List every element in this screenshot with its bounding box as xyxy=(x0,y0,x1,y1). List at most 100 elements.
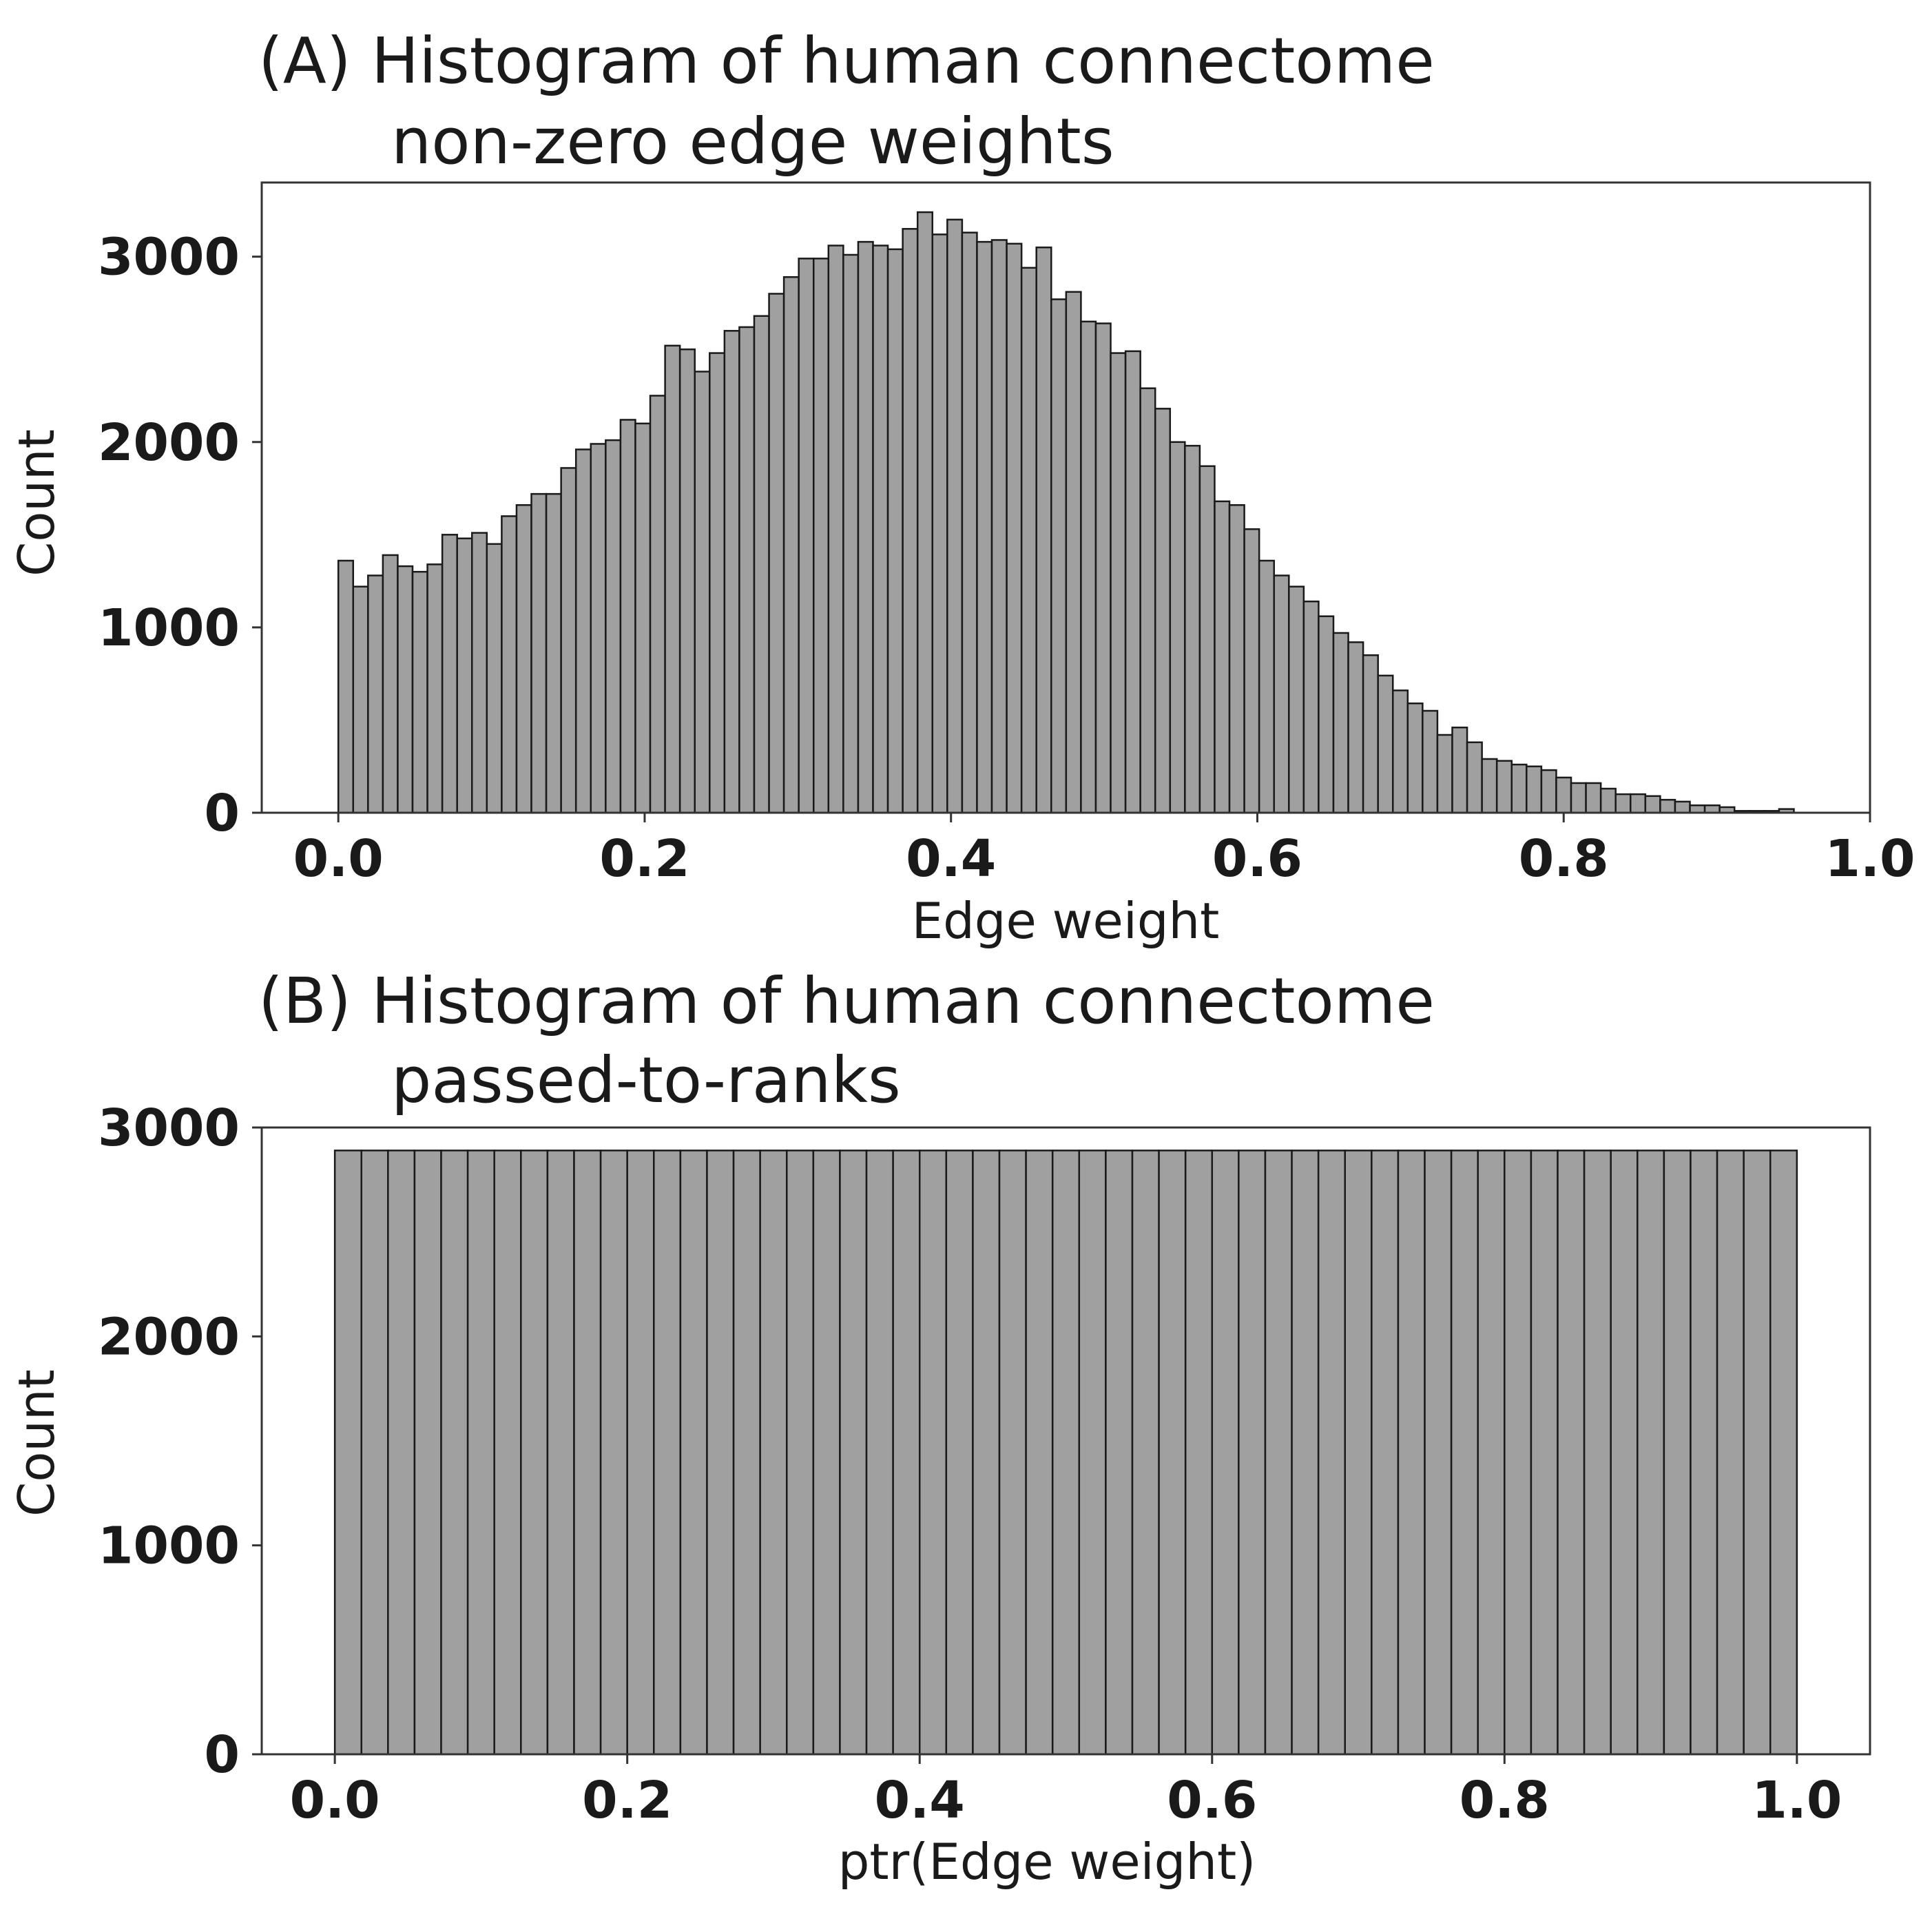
panel-a-y-tick-label: 1000 xyxy=(98,599,240,658)
panel-a-bar xyxy=(1422,709,1439,814)
panel-a-bar xyxy=(1228,504,1245,814)
panel-a-bars xyxy=(337,211,1795,814)
panel-a-bar xyxy=(1391,689,1409,814)
panel-b-bar xyxy=(892,1150,921,1756)
panel-a-bar xyxy=(1674,800,1691,814)
panel-a-bar xyxy=(1703,804,1721,814)
panel-a-bar xyxy=(1288,585,1305,814)
panel-a-bar xyxy=(1302,600,1320,814)
panel-b-bar xyxy=(1504,1150,1533,1756)
panel-a-plot-frame xyxy=(260,181,1871,814)
panel-a-bar xyxy=(1347,641,1364,814)
panel-b-bar xyxy=(626,1150,655,1756)
panel-b-bar xyxy=(732,1150,761,1756)
panel-a-bar xyxy=(1614,793,1632,814)
panel-a-bar xyxy=(1198,465,1216,814)
panel-a-y-tick-label: 2000 xyxy=(98,413,240,472)
panel-a-bar xyxy=(1644,795,1661,814)
panel-b-x-tick-label: 1.0 xyxy=(1752,1771,1842,1830)
panel-b-bar xyxy=(1025,1150,1054,1756)
panel-b-bar xyxy=(1238,1150,1267,1756)
panel-a-bar xyxy=(886,248,904,814)
panel-a-bar xyxy=(1139,387,1156,814)
panel-a-bar xyxy=(649,395,666,814)
panel-b-bar xyxy=(1184,1150,1214,1756)
panel-b-bar xyxy=(812,1150,841,1756)
panel-a-bar xyxy=(931,233,948,814)
panel-b-bar xyxy=(1769,1150,1798,1756)
panel-a-bar xyxy=(1689,804,1706,814)
panel-a-bar xyxy=(560,467,577,814)
panel-a-bar xyxy=(1154,408,1172,814)
panel-b-bar xyxy=(1051,1150,1081,1756)
panel-a-bar xyxy=(1169,441,1186,814)
panel-a-bar xyxy=(1124,350,1141,814)
panel-b-bar xyxy=(1397,1150,1426,1756)
panel-a-y-tick-label: 0 xyxy=(205,784,240,843)
panel-a-bar xyxy=(753,315,770,814)
panel-a-x-ticks: 0.0 0.2 0.4 0.6 0.8 1.0 xyxy=(293,813,1915,889)
panel-b-bar xyxy=(1317,1150,1346,1756)
panel-b-bar xyxy=(1158,1150,1187,1756)
panel-a-bar xyxy=(1065,291,1082,814)
panel-b-bar xyxy=(918,1150,948,1756)
panel-b-bar xyxy=(1424,1150,1453,1756)
panel-a-bar xyxy=(382,554,399,814)
panel-b-bar xyxy=(1131,1150,1160,1756)
panel-b-bar xyxy=(1291,1150,1320,1756)
panel-a-bar xyxy=(1555,776,1572,814)
panel-b-bar xyxy=(1583,1150,1612,1756)
panel-a-x-axis-label: Edge weight xyxy=(912,892,1220,950)
panel-a-bar xyxy=(738,326,756,814)
panel-a-bar xyxy=(1035,246,1052,814)
panel-a-bar xyxy=(678,348,696,814)
panel-a-bar xyxy=(946,218,964,814)
panel-b-bar xyxy=(1557,1150,1586,1756)
panel-b-bar xyxy=(706,1150,735,1756)
panel-a-bar xyxy=(798,258,815,814)
panel-a-bar xyxy=(1094,322,1112,814)
panel-b-x-tick-label: 0.6 xyxy=(1167,1771,1257,1830)
panel-b-bar xyxy=(1211,1150,1240,1756)
panel-a-bar xyxy=(1599,787,1617,814)
panel-a-x-tick-label: 1.0 xyxy=(1825,829,1915,889)
panel-a-bar xyxy=(827,245,844,814)
panel-a-x-tick-label: 0.0 xyxy=(293,829,384,889)
panel-b-y-tick-label: 3000 xyxy=(98,1099,240,1158)
panel-a-bar xyxy=(367,574,384,814)
panel-a-bar xyxy=(1377,674,1394,814)
panel-a-y-ticks: 0 1000 2000 3000 xyxy=(98,228,262,843)
panel-a-bar xyxy=(872,245,889,814)
panel-a-bar xyxy=(545,492,562,814)
panel-a-bar xyxy=(1406,702,1424,814)
panel-a-bar xyxy=(1526,765,1543,814)
panel-b-bar xyxy=(972,1150,1001,1756)
panel-b-y-ticks: 0 1000 2000 3000 xyxy=(98,1099,262,1785)
panel-a-x-tick-label: 0.4 xyxy=(906,829,996,889)
panel-a-bar xyxy=(1466,741,1483,814)
panel-b-bar xyxy=(1371,1150,1400,1756)
panel-a-bar xyxy=(1481,758,1498,814)
panel-b-x-tick-label: 0.8 xyxy=(1460,1771,1550,1830)
panel-a-y-tick-label: 3000 xyxy=(98,228,240,287)
panel-a-bar xyxy=(1184,444,1201,814)
panel-b-bar xyxy=(653,1150,682,1756)
panel-a-bar xyxy=(1495,760,1513,814)
panel-a-bar xyxy=(1318,615,1335,814)
panel-a-title-line-1: (A) Histogram of human connectome xyxy=(258,24,1435,98)
panel-a-bar xyxy=(1585,782,1602,814)
panel-a-bar xyxy=(1362,654,1379,814)
panel-a-bar xyxy=(337,559,355,814)
panel-a-bar xyxy=(634,422,652,814)
panel-b-x-ticks: 0.0 0.2 0.4 0.6 0.8 1.0 xyxy=(290,1754,1842,1830)
panel-a-bar xyxy=(574,448,592,814)
panel-a-bar xyxy=(902,228,919,814)
panel-a-bar xyxy=(1214,500,1231,814)
panel-b-bar xyxy=(493,1150,522,1756)
panel-b-bar xyxy=(1530,1150,1559,1756)
panel-a-bar xyxy=(1332,632,1349,814)
panel-b-x-tick-label: 0.2 xyxy=(582,1771,672,1830)
panel-b: (B) Histogram of human connectome passed… xyxy=(8,964,1871,1891)
panel-a-bar xyxy=(515,504,532,814)
